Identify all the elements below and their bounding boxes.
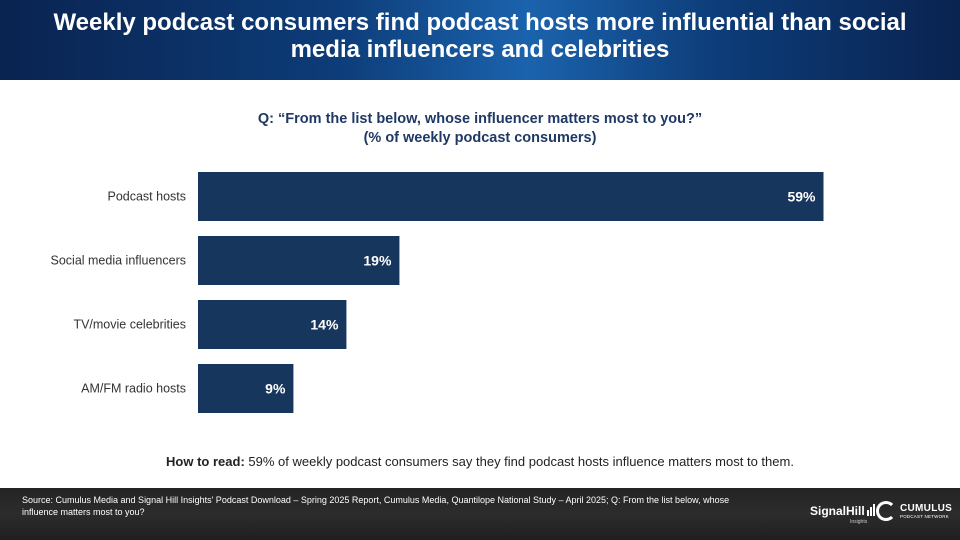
signalhill-logo: SignalHill Insights (810, 504, 876, 525)
how-to-read-text: 59% of weekly podcast consumers say they… (244, 454, 794, 469)
category-label: Social media influencers (51, 254, 187, 268)
data-label: 9% (265, 381, 286, 397)
signalhill-logo-text: SignalHill (810, 504, 865, 518)
signal-bars-icon (866, 504, 876, 519)
bar-podcast-hosts (198, 172, 824, 221)
cumulus-logo-sub: PODCAST NETWORK (900, 514, 949, 519)
bar-tv-movie-celebrities (198, 300, 347, 349)
data-label: 19% (363, 253, 392, 269)
question-subtext: (% of weekly podcast consumers) (363, 130, 597, 146)
bar-social-media-influencers (198, 236, 400, 285)
bar-chart: Podcast hosts 59% Social media influencers… (51, 172, 824, 413)
bar-am-fm-radio-hosts (198, 364, 294, 413)
data-label: 14% (310, 317, 339, 333)
source-note: Source: Cumulus Media and Signal Hill In… (22, 495, 730, 517)
signalhill-logo-sub: Insights (850, 519, 868, 525)
footer: Source: Cumulus Media and Signal Hill In… (0, 488, 960, 540)
chart-question: Q: “From the list below, whose influence… (0, 110, 960, 148)
header-banner: Weekly podcast consumers find podcast ho… (0, 0, 960, 80)
how-to-read: How to read: 59% of weekly podcast consu… (0, 454, 960, 469)
category-label: TV/movie celebrities (73, 318, 186, 332)
category-label: Podcast hosts (107, 190, 186, 204)
how-to-read-label: How to read: (166, 454, 245, 469)
page-title: Weekly podcast consumers find podcast ho… (53, 9, 907, 63)
cumulus-c-icon (876, 501, 896, 521)
question-text: Q: “From the list below, whose influence… (257, 111, 703, 127)
data-label: 59% (787, 189, 816, 205)
category-label: AM/FM radio hosts (81, 382, 186, 396)
cumulus-logo-name: CUMULUS (900, 503, 953, 514)
